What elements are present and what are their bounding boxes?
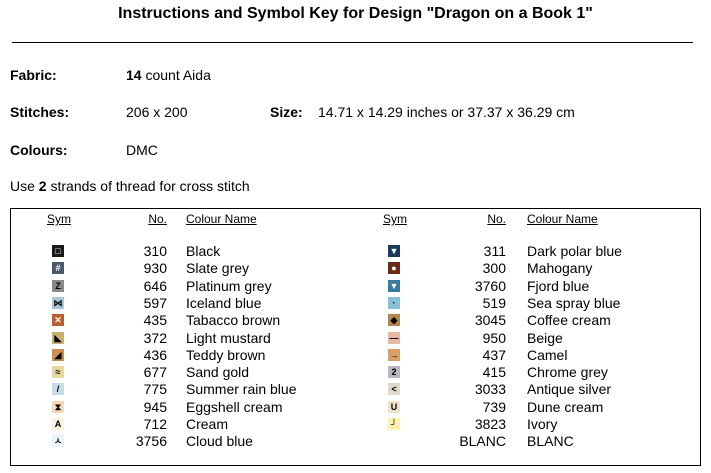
colour-name: Dune cream [527,398,604,415]
colour-name: Camel [527,346,568,363]
symbol: Z [52,279,64,292]
colour-number: 300 [482,260,506,277]
colour-number: 712 [143,416,167,432]
colour-number: 435 [143,312,167,329]
colour-name: Sand gold [186,364,250,381]
header-sym: Sym [383,212,407,226]
colour-number: 3045 [474,312,506,329]
symbol: → [388,348,400,361]
colour-name: Chrome grey [527,364,608,381]
field-value: DMC [126,142,158,158]
colour-name: Sea spray blue [527,294,621,311]
symbol: ◆ [388,314,400,327]
colour-name: Antique silver [527,381,612,398]
divider [12,42,693,43]
field-label: Stitches: [10,104,70,120]
colour-name: Ivory [527,416,558,432]
colour-number: 739 [482,398,506,415]
colour-number: 775 [143,381,167,398]
symbol: ㅅ [52,435,64,448]
strands: 2 [38,178,47,194]
symbol: ⧗ [52,400,64,413]
colour-name: Summer rain blue [186,381,297,398]
field-label: Size: [270,104,303,120]
symbol: 2 [388,366,400,379]
colour-number: 311 [483,243,506,259]
count: 14 [126,67,142,83]
colour-number: 945 [143,398,167,415]
symbol: ⋈ [52,296,64,309]
colour-name: Teddy brown [186,346,266,363]
symbol: ┘ [388,418,400,430]
symbol: ◢ [52,348,64,361]
colour-number: 950 [482,329,506,346]
colour-number: 930 [143,260,167,277]
symbol [388,435,400,448]
field-value: 14.71 x 14.29 inches or 37.37 x 36.29 cm [318,104,575,120]
field-value: 14 count Aida [126,67,211,83]
colour-number: 677 [143,364,167,381]
field-label: Fabric: [10,67,57,83]
colour-name: Eggshell cream [186,398,283,415]
colour-number: 437 [482,346,506,363]
colour-name: Beige [527,329,563,346]
note-text: strands of thread for cross stitch [50,178,250,194]
symbol: ≈ [52,366,64,379]
symbol: ✕ [52,314,64,327]
field-value: 206 x 200 [126,104,188,120]
symbol: ▼ [388,245,400,257]
colour-name: Tabacco brown [186,312,281,329]
colour-number: 519 [482,294,506,311]
colour-number: 372 [143,329,167,346]
symbol: · [388,296,400,309]
colour-name: Dark polar blue [527,243,622,259]
symbol: / [52,383,64,396]
colour-name: Coffee cream [527,312,611,329]
symbol: — [388,331,400,344]
colour-number: 415 [482,364,506,381]
colour-number: BLANC [459,433,506,450]
colour-number: 3033 [474,381,506,398]
colour-name: Cream [186,416,229,432]
colour-name: Cloud blue [186,433,253,450]
symbol: # [52,262,64,275]
header-name: Colour Name [527,212,598,226]
colour-name: Light mustard [186,329,271,346]
symbol: U [388,400,400,413]
symbol: ◣ [52,331,64,344]
symbol-table [10,208,701,466]
colour-number: 436 [143,346,167,363]
symbol: ▼ [388,279,400,292]
colour-number: 597 [143,294,167,311]
title: Instructions and Symbol Key for Design "… [118,5,593,22]
note-text: Use [10,178,35,194]
symbol: ● [388,262,400,275]
text: count Aida [145,67,211,83]
colour-name: Slate grey [186,260,250,277]
symbol: < [388,383,400,396]
colour-name: Iceland blue [186,294,262,311]
note: Use 2 strands of thread for cross stitch [10,178,250,194]
colour-number: 3823 [474,416,506,432]
header-name: Colour Name [186,212,257,226]
colour-number: 3760 [474,277,506,294]
symbol: A [52,418,64,430]
header-no: No. [487,212,506,226]
header-no: No. [148,212,167,226]
colour-number: 646 [143,277,167,294]
colour-name: Black [186,243,221,259]
colour-name: BLANC [527,433,574,450]
colour-name: Platinum grey [186,277,272,294]
header-sym: Sym [47,212,71,226]
symbol: □ [52,245,64,257]
colour-name: Mahogany [527,260,593,277]
colour-number: 3756 [135,433,167,450]
colour-name: Fjord blue [527,277,590,294]
colour-number: 310 [143,243,167,259]
field-label: Colours: [10,142,68,158]
